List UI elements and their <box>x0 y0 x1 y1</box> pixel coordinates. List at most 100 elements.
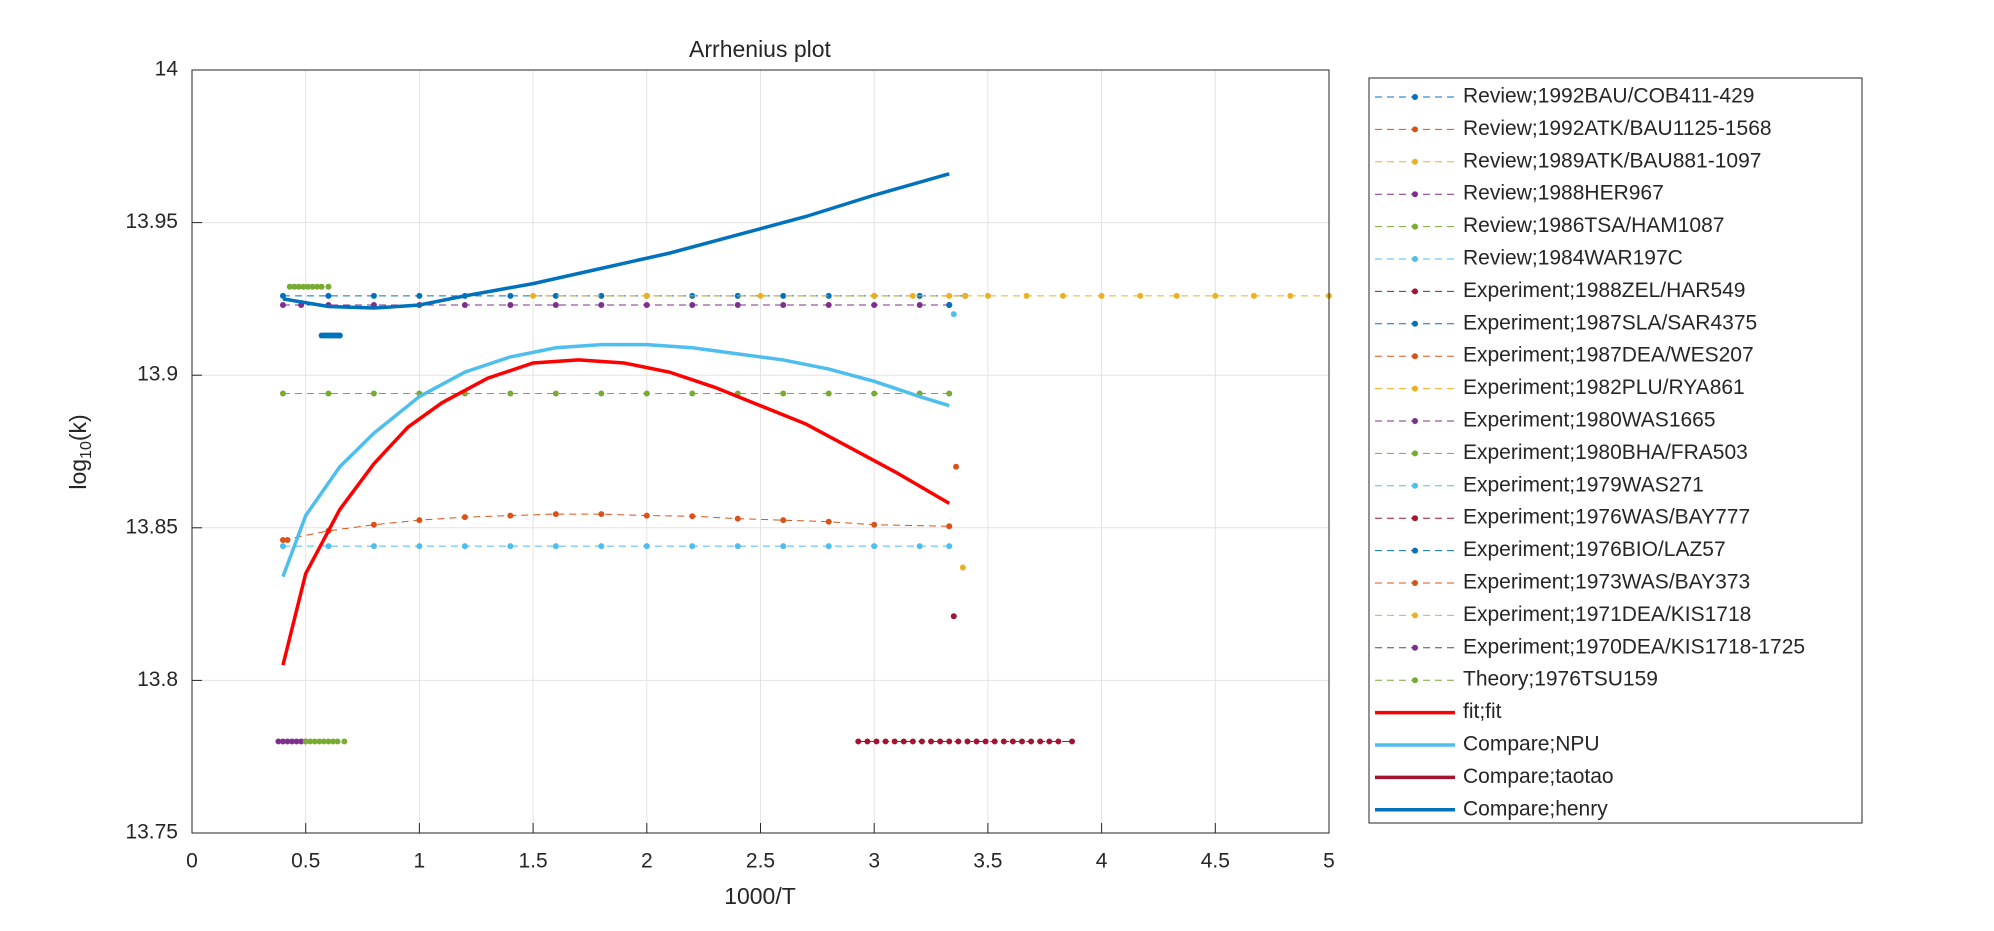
x-tick-label: 5 <box>1323 850 1335 873</box>
data-point <box>279 292 286 299</box>
x-tick-label: 0 <box>186 850 198 873</box>
data-point <box>950 311 957 318</box>
legend-label: Experiment;1987SLA/SAR4375 <box>1463 311 1757 334</box>
data-point <box>825 518 832 525</box>
data-point <box>780 517 787 524</box>
data-point <box>275 738 282 745</box>
data-point <box>946 543 953 550</box>
data-point <box>461 514 468 521</box>
data-point <box>507 543 514 550</box>
legend-label: Compare;henry <box>1463 797 1608 820</box>
x-tick-label: 0.5 <box>291 850 320 873</box>
legend-marker <box>1412 158 1418 165</box>
legend-label: Review;1992ATK/BAU1125-1568 <box>1463 117 1772 140</box>
data-point <box>950 613 957 620</box>
data-point <box>286 283 293 290</box>
y-tick-label: 13.85 <box>125 515 178 538</box>
data-point <box>953 463 960 470</box>
data-point <box>855 738 862 745</box>
y-tick-label: 13.75 <box>125 821 178 844</box>
data-point <box>825 390 832 397</box>
x-tick-label: 3.5 <box>973 850 1002 873</box>
data-point <box>314 283 321 290</box>
data-point <box>891 738 898 745</box>
data-point <box>1069 738 1076 745</box>
data-point <box>864 738 871 745</box>
data-point <box>325 292 332 299</box>
data-point <box>295 283 302 290</box>
data-point <box>1046 738 1053 745</box>
legend-box <box>1368 77 1863 824</box>
data-point <box>1019 738 1026 745</box>
data-point <box>293 738 300 745</box>
data-point <box>900 738 907 745</box>
legend-marker <box>1412 320 1418 327</box>
x-tick-label: 1.5 <box>518 850 547 873</box>
legend-label: Experiment;1980WAS1665 <box>1463 409 1716 432</box>
data-point <box>1287 292 1294 299</box>
data-point <box>1009 738 1016 745</box>
y-label-part: log <box>65 459 91 490</box>
data-point <box>530 292 537 299</box>
series-line <box>281 358 951 666</box>
data-point <box>279 738 286 745</box>
data-point <box>279 537 286 544</box>
legend-label: Experiment;1980BHA/FRA503 <box>1463 441 1748 464</box>
legend-label: Review;1984WAR197C <box>1463 247 1683 270</box>
data-point <box>973 738 980 745</box>
data-point <box>734 302 741 309</box>
data-point <box>552 292 559 299</box>
data-point <box>416 543 423 550</box>
legend-label: Compare;NPU <box>1463 733 1600 756</box>
data-point <box>964 738 971 745</box>
chart-title: Arrhenius plot <box>689 36 832 62</box>
data-point <box>325 390 332 397</box>
data-point <box>291 283 298 290</box>
data-point <box>734 515 741 522</box>
data-point <box>643 302 650 309</box>
y-axis-label: log10(k) <box>65 414 95 489</box>
data-point <box>780 292 787 299</box>
data-point <box>918 738 925 745</box>
x-tick-label: 1 <box>414 850 426 873</box>
data-point <box>643 512 650 519</box>
data-point <box>946 390 953 397</box>
legend-marker <box>1412 288 1418 295</box>
data-point <box>689 390 696 397</box>
data-point <box>909 292 916 299</box>
data-point <box>959 564 966 571</box>
legend-label: Experiment;1973WAS/BAY373 <box>1463 571 1750 594</box>
data-point <box>643 390 650 397</box>
data-point <box>1000 738 1007 745</box>
legend-marker <box>1412 191 1418 198</box>
legend-label: Theory;1976TSU159 <box>1463 668 1658 691</box>
legend-label: Experiment;1982PLU/RYA861 <box>1463 376 1745 399</box>
data-point <box>325 738 332 745</box>
data-point <box>1028 738 1035 745</box>
data-point <box>871 390 878 397</box>
data-point <box>982 738 989 745</box>
series-line <box>281 342 950 578</box>
data-point <box>1212 292 1219 299</box>
series-line <box>282 172 950 310</box>
data-point <box>598 511 605 518</box>
legend-label: Experiment;1987DEA/WES207 <box>1463 344 1754 367</box>
x-tick-label: 2 <box>641 850 653 873</box>
legend-label: Review;1992BAU/COB411-429 <box>1463 85 1754 108</box>
legend-label: Experiment;1971DEA/KIS1718 <box>1463 603 1751 626</box>
data-point <box>279 543 286 550</box>
legend-label: Experiment;1970DEA/KIS1718-1725 <box>1463 635 1805 658</box>
y-tick-label: 13.8 <box>137 668 178 691</box>
data-point <box>916 543 923 550</box>
data-point <box>984 292 991 299</box>
legend-label: Review;1989ATK/BAU881-1097 <box>1463 149 1761 172</box>
data-point <box>991 738 998 745</box>
data-point <box>909 738 916 745</box>
data-point <box>1059 292 1066 299</box>
x-tick-label: 4 <box>1096 850 1108 873</box>
data-point <box>882 738 889 745</box>
legend: Review;1992BAU/COB411-429 Review;1992ATK/… <box>1375 85 1805 820</box>
y-label-part: (k) <box>65 414 91 441</box>
legend-label: Experiment;1976BIO/LAZ57 <box>1463 538 1726 561</box>
